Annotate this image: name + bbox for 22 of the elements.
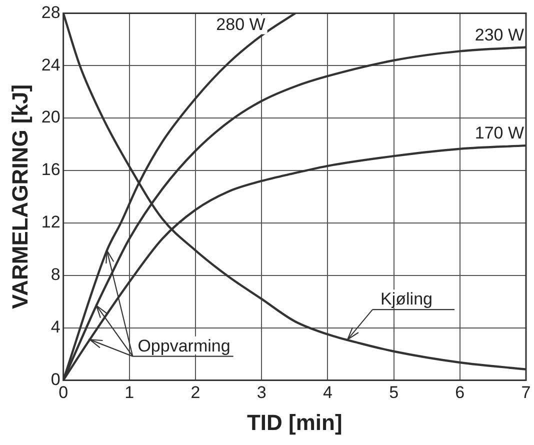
series-label: 230 W (474, 25, 524, 44)
y-tick-label: 16 (41, 160, 60, 180)
y-tick-label: 12 (41, 212, 60, 232)
y-tick-label: 24 (41, 55, 60, 74)
series-label: 170 W (474, 124, 524, 143)
y-tick-label: 0 (50, 370, 60, 389)
annotation: Oppvarming (138, 336, 230, 356)
x-tick-label: 2 (190, 383, 200, 402)
x-tick-label: 4 (322, 383, 332, 402)
y-tick-label: 20 (41, 108, 60, 127)
y-tick-label: 4 (50, 317, 60, 336)
x-tick-label: 5 (389, 383, 399, 402)
series-label: 280 W (216, 15, 266, 34)
y-tick-label: 8 (50, 265, 60, 284)
y-tick-label: 28 (41, 2, 60, 22)
x-tick-label: 3 (256, 383, 266, 402)
x-tick-label: 1 (124, 383, 134, 402)
annotation: Kjøling (380, 290, 432, 309)
x-tick-label: 7 (521, 383, 531, 402)
y-axis-title: VARMELAGRING [kJ] (7, 84, 32, 309)
x-tick-label: 6 (455, 383, 465, 402)
x-axis-title: TID [min] (246, 410, 342, 435)
